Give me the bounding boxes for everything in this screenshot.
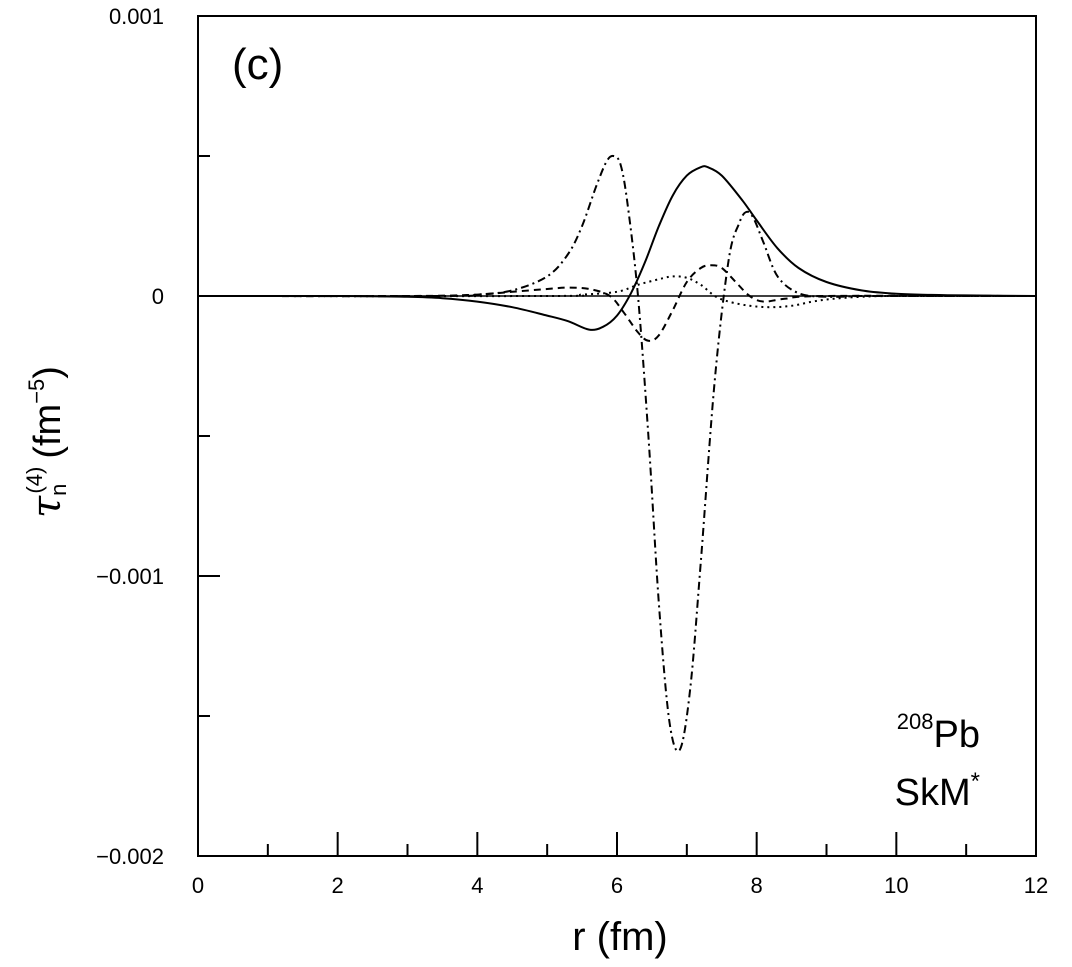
y-tick-label: 0 [152,284,164,309]
x-tick-label: 6 [611,873,623,898]
x-tick-label: 0 [192,873,204,898]
y-tick-label: −0.002 [96,844,164,869]
x-axis-title: r (fm) [572,915,668,959]
nucleus-annotation: 208Pb [897,709,980,756]
y-axis-symbol: τ [24,495,70,518]
y-axis-unit-close: ) [27,366,69,379]
x-tick-label: 12 [1024,873,1048,898]
y-tick-label: −0.001 [96,564,164,589]
series-line-dotted [197,275,1037,309]
x-tick-label: 10 [884,873,908,898]
force-mark: * [971,768,980,795]
x-tick-label: 8 [751,873,763,898]
force-annotation: SkM* [895,768,980,814]
force-name: SkM [895,772,971,814]
panel-label: (c) [232,40,283,89]
series-line-dashed [197,264,1037,342]
y-axis-unit: (fm [27,404,69,459]
y-axis-subscript: n [46,484,71,496]
nucleus-symbol: Pb [934,714,980,756]
series-line-solid [197,165,1037,331]
y-tick-label: 0.001 [109,4,164,29]
y-axis-title: τn(4) (fm−5) [22,366,71,518]
y-axis-unit-exponent: −5 [24,379,49,404]
series-line-dash-dot [197,154,1036,753]
nucleus-mass: 208 [897,709,934,734]
x-tick-label: 4 [471,873,483,898]
x-tick-label: 2 [332,873,344,898]
y-axis-superscript: (4) [22,467,47,494]
